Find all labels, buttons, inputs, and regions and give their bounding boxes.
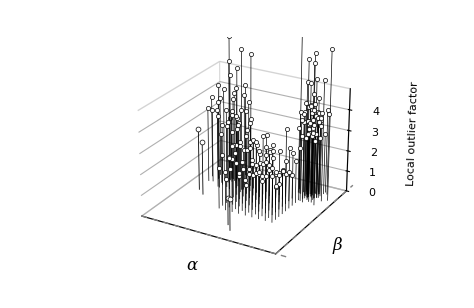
Y-axis label: β: β (332, 237, 342, 254)
X-axis label: α: α (187, 257, 198, 274)
